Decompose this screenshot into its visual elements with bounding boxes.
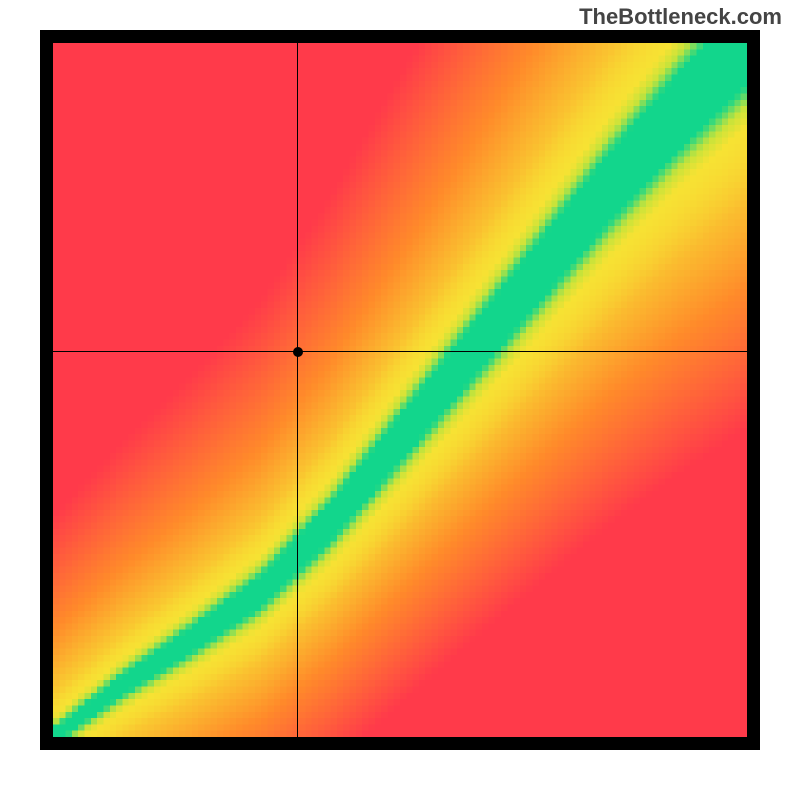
crosshair-vertical xyxy=(297,43,298,737)
watermark-text: TheBottleneck.com xyxy=(579,4,782,30)
heatmap-canvas xyxy=(53,43,747,737)
chart-container: TheBottleneck.com xyxy=(0,0,800,800)
marker-dot xyxy=(293,347,303,357)
crosshair-horizontal xyxy=(53,351,747,352)
